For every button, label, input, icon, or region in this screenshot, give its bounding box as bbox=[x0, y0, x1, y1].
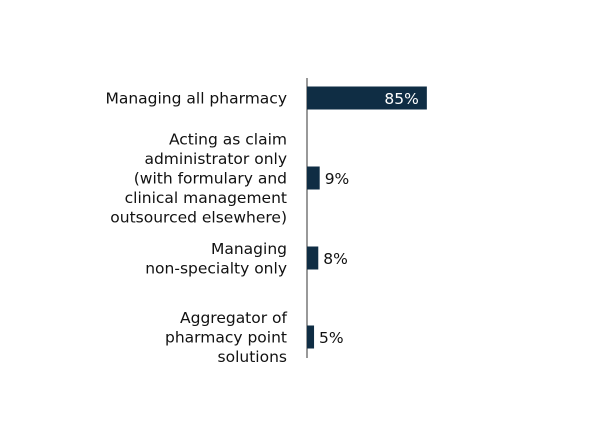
category-label-2-line-0: Managing bbox=[211, 240, 287, 258]
category-label-0-line-0: Managing all pharmacy bbox=[105, 90, 287, 108]
category-label-1-line-2: (with formulary and bbox=[134, 170, 287, 188]
bar-1 bbox=[307, 166, 320, 190]
category-label-2-line-1: non-specialty only bbox=[145, 259, 287, 277]
category-label-1-line-0: Acting as claim bbox=[169, 131, 287, 149]
chart-marks: 85% Managing all pharmacy 9% Acting as clai… bbox=[105, 86, 427, 366]
value-label-1: 9% bbox=[325, 170, 350, 188]
category-label-3-line-2: solutions bbox=[218, 348, 287, 366]
category-label-3-line-0: Aggregator of bbox=[180, 309, 288, 327]
category-label-1-line-1: administrator only bbox=[144, 150, 287, 168]
category-label-3-line-1: pharmacy point bbox=[165, 329, 287, 347]
category-label-1-line-3: clinical management bbox=[125, 189, 287, 207]
value-label-2: 8% bbox=[323, 250, 348, 268]
bar-0 bbox=[307, 86, 427, 110]
bar-3 bbox=[307, 325, 315, 349]
category-label-1-line-4: outsourced elsewhere) bbox=[110, 209, 287, 227]
value-label-0: 85% bbox=[384, 90, 418, 108]
bar-2 bbox=[307, 246, 319, 270]
value-label-3: 5% bbox=[319, 329, 344, 347]
